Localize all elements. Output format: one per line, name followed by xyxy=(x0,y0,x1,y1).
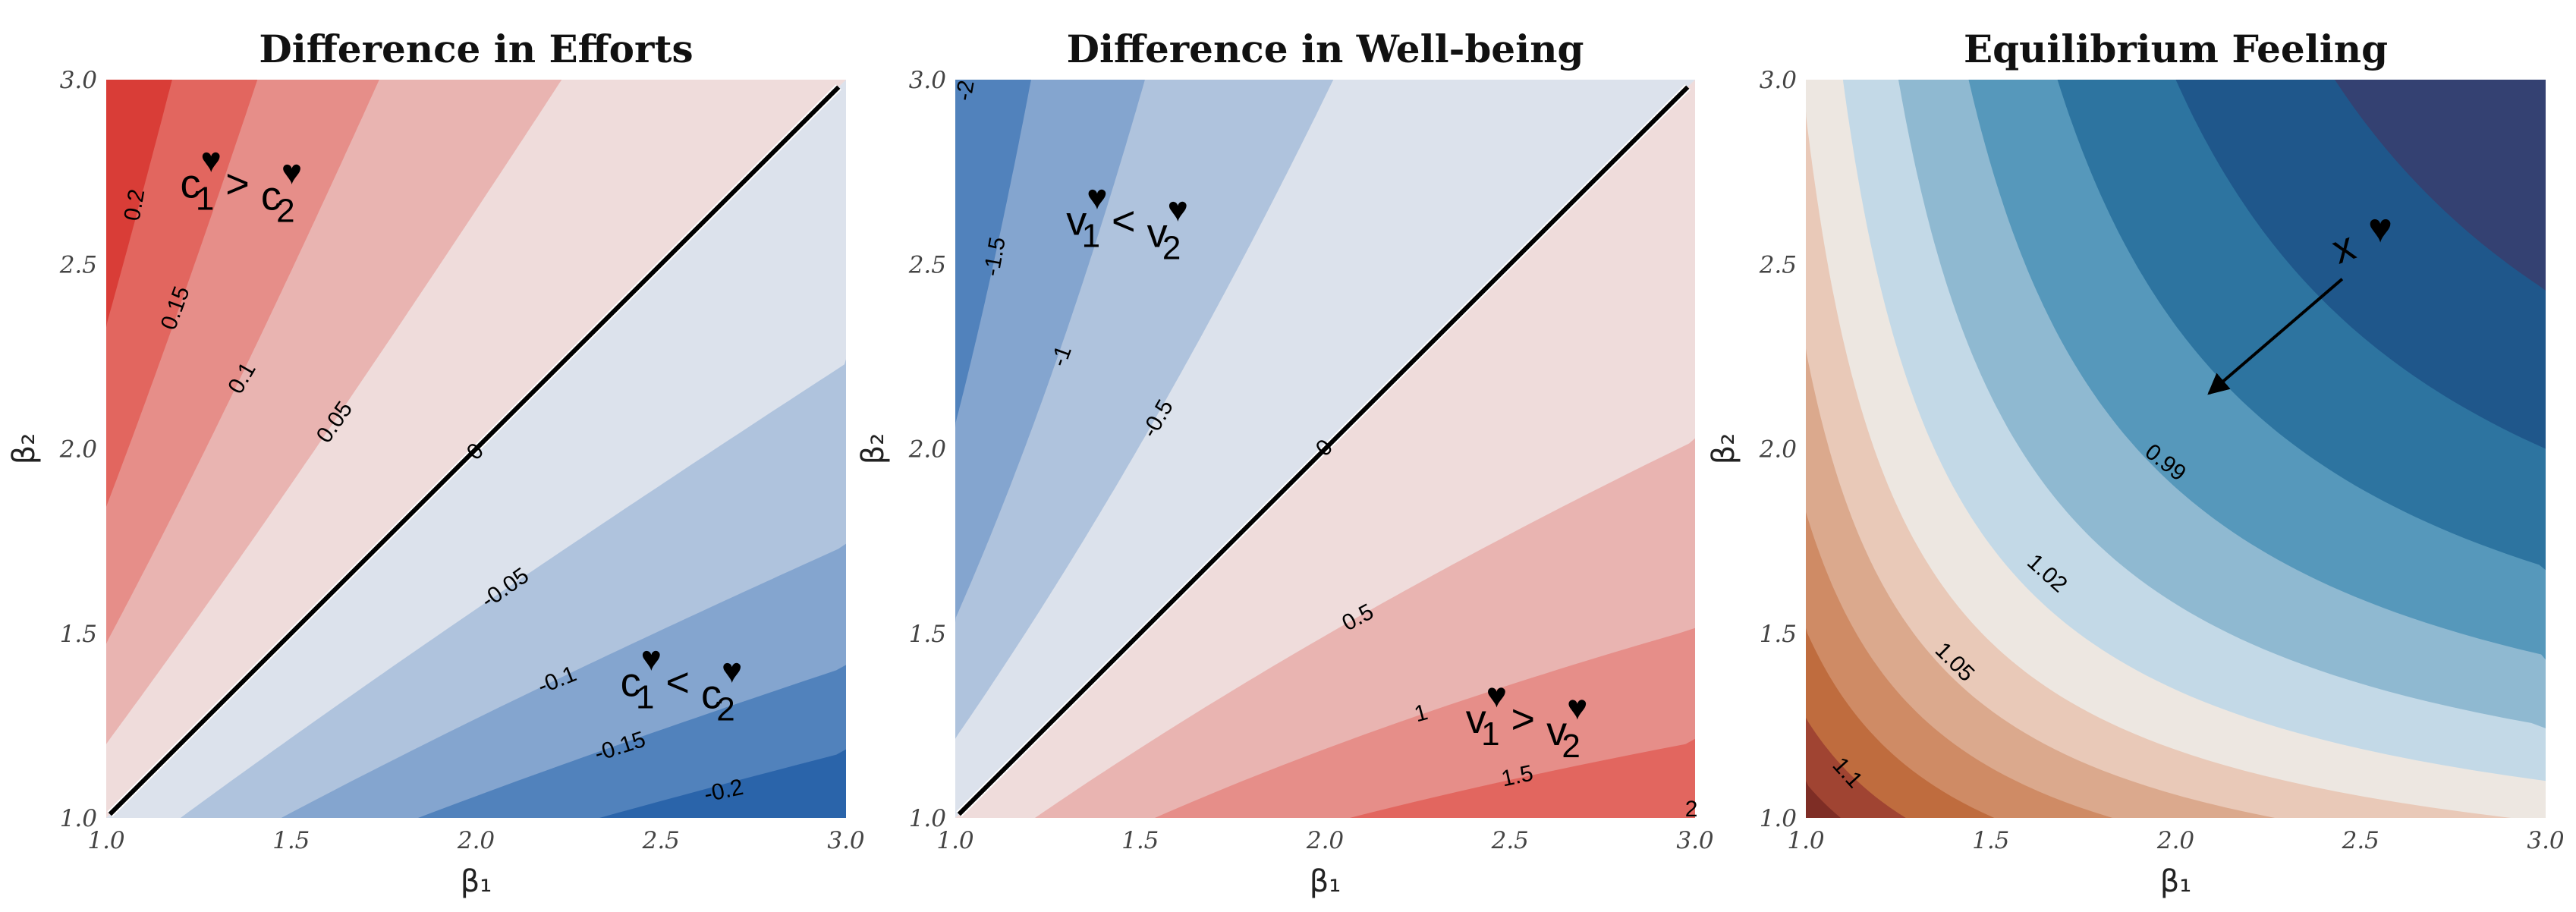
x-tick-label: 3.0 xyxy=(2527,827,2564,854)
heart-icon: ♥ xyxy=(641,638,662,678)
contour-band xyxy=(1806,80,1906,818)
x-tick-label: 2.5 xyxy=(642,827,680,854)
x-tick-label: 1.0 xyxy=(1787,827,1824,854)
contour-band xyxy=(1806,80,2546,818)
y-tick-label: 2.5 xyxy=(59,251,97,278)
contour-band xyxy=(106,80,258,818)
y-tick-label: 3.0 xyxy=(60,67,97,94)
heart-icon: ♥ xyxy=(1087,177,1107,216)
x-tick-label: 2.5 xyxy=(2342,827,2379,854)
x-tick-label: 1.0 xyxy=(936,827,973,854)
variable: v xyxy=(1147,210,1168,256)
operator: > xyxy=(1500,697,1547,742)
y-tick-label: 1.5 xyxy=(909,621,946,648)
chart-title: Equilibrium Feeling xyxy=(1964,27,2388,71)
x-axis-label: β₁ xyxy=(1310,864,1341,899)
variable: v xyxy=(1466,697,1486,742)
subscript: 2 xyxy=(1562,728,1580,765)
contour-band xyxy=(106,80,172,818)
x-tick-label: 2.0 xyxy=(1306,827,1344,854)
chart-title: Difference in Well-being xyxy=(1067,27,1584,71)
x-axis-label: β₁ xyxy=(2160,864,2192,899)
y-axis-label: β₂ xyxy=(7,433,42,465)
subscript: 2 xyxy=(1162,229,1181,266)
x-tick-label: 2.5 xyxy=(1491,827,1529,854)
heart-icon: ♥ xyxy=(722,650,742,690)
zero-contour-line xyxy=(957,85,1690,816)
inequality-annotation: v♥ 1 > v♥ 2 xyxy=(1466,675,1588,765)
heart-icon: ♥ xyxy=(201,140,222,180)
direction-arrow xyxy=(2207,278,2344,395)
variable: c xyxy=(701,671,722,717)
x-tick-label: 2.0 xyxy=(457,827,495,854)
x-tick-label: 1.0 xyxy=(87,827,124,854)
subscript: 1 xyxy=(1082,217,1100,254)
subscript: 2 xyxy=(716,690,734,728)
operator: > xyxy=(214,162,261,207)
subscript: 1 xyxy=(196,181,214,218)
x-tick-label: 2.0 xyxy=(2156,827,2194,854)
operator: < xyxy=(1100,198,1147,244)
x-tick-label: 3.0 xyxy=(827,827,864,854)
subscript: 1 xyxy=(1481,715,1499,753)
x-tick-label: 3.0 xyxy=(1676,827,1713,854)
subscript: 1 xyxy=(636,678,654,715)
x-tick-label: 1.5 xyxy=(1972,827,2009,854)
contour-label: 0.2 xyxy=(120,187,150,223)
y-tick-label: 2.5 xyxy=(908,251,946,278)
operator: < xyxy=(654,659,701,705)
variable: c xyxy=(621,659,641,705)
y-axis-label: β₂ xyxy=(1706,433,1741,465)
panel-difference-in-efforts: 0.20.150.10.050-0.05-0.1-0.15-0.2c♥ 1 > c… xyxy=(7,27,865,899)
y-tick-label: 1.0 xyxy=(909,805,946,832)
heart-icon: ♥ xyxy=(1168,189,1188,228)
y-tick-label: 3.0 xyxy=(909,67,946,94)
variable: v xyxy=(1066,198,1087,244)
heart-icon: ♥ xyxy=(282,153,302,192)
contour-band xyxy=(1035,80,1695,818)
y-tick-label: 1.0 xyxy=(60,805,97,832)
variable: c xyxy=(181,162,201,207)
y-tick-label: 1.5 xyxy=(60,621,97,648)
y-tick-label: 2.0 xyxy=(59,436,97,464)
contour-label: -2 xyxy=(951,78,980,102)
x-tick-label: 1.5 xyxy=(272,827,310,854)
subscript: 2 xyxy=(276,193,294,230)
inequality-annotation: c♥ 1 < c♥ 2 xyxy=(621,638,743,728)
panel-difference-in-well-being: -2-1.5-1-0.500.511.52v♥ 1 < v♥ 2v♥ 1 > v♥ 2D… xyxy=(856,27,1714,899)
y-axis-label: β₂ xyxy=(856,433,891,465)
heart-icon: ♥ xyxy=(1567,687,1587,727)
y-tick-label: 2.0 xyxy=(908,436,946,464)
y-tick-label: 3.0 xyxy=(1760,67,1797,94)
y-tick-label: 2.5 xyxy=(1759,251,1797,278)
heart-icon: ♥ xyxy=(2368,206,2392,251)
variable: c xyxy=(261,174,282,219)
inequality-annotation: v♥ 1 < v♥ 2 xyxy=(1066,177,1188,266)
contour-label: 2 xyxy=(1685,797,1698,822)
y-tick-label: 1.0 xyxy=(1760,805,1797,832)
heart-icon: ♥ xyxy=(1486,675,1507,715)
y-tick-label: 1.5 xyxy=(1760,621,1797,648)
inequality-annotation: c♥ 1 > c♥ 2 xyxy=(181,140,303,230)
x-axis-label: β₁ xyxy=(461,864,492,899)
contour-band xyxy=(1155,80,1695,818)
y-tick-label: 2.0 xyxy=(1759,436,1797,464)
contour-band xyxy=(1806,80,1995,818)
variable: v xyxy=(1546,709,1567,754)
chart-title: Difference in Efforts xyxy=(259,27,693,71)
x-tick-label: 1.5 xyxy=(1121,827,1159,854)
zero-contour-line xyxy=(108,85,841,816)
